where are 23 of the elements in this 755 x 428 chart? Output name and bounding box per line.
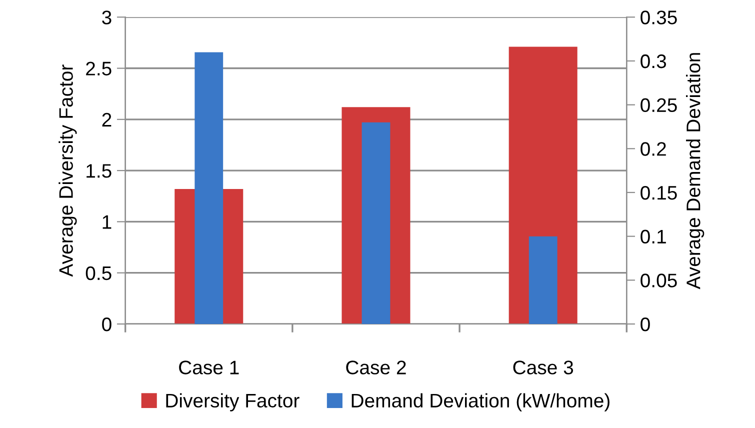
y-tick-label: 1.5: [86, 164, 112, 178]
y-tick-label: 0: [102, 317, 112, 332]
y2-tick-label: 0.25: [640, 98, 677, 112]
x-tick-label: Case 1: [179, 360, 239, 374]
y2-tick-label: 0: [640, 317, 650, 332]
y2-tick-label: 0.15: [640, 186, 677, 200]
bar: [528, 236, 558, 324]
y2-tick-label: 0.1: [640, 230, 666, 244]
y-tick-label: 0.5: [86, 266, 112, 280]
y2-axis-title: Average Demand Deviation: [686, 53, 704, 290]
legend-label: Demand Deviation (kW/home): [352, 393, 610, 412]
y-tick-label: 1: [102, 215, 112, 229]
y2-tick-label: 0.35: [640, 10, 677, 24]
x-tick-label: Case 3: [513, 360, 574, 374]
y2-tick-label: 0.3: [640, 54, 666, 68]
y2-tick-label: 0.2: [640, 142, 666, 156]
y-tick-label: 2: [102, 112, 112, 126]
legend-label: Diversity Factor: [166, 393, 300, 412]
y-tick-label: 2.5: [86, 62, 112, 76]
y-axis-title: Average Diversity Factor: [58, 64, 77, 277]
y2-tick-label: 0.05: [640, 274, 677, 288]
y-tick-label: 3: [102, 10, 112, 24]
x-tick-label: Case 2: [346, 360, 406, 374]
